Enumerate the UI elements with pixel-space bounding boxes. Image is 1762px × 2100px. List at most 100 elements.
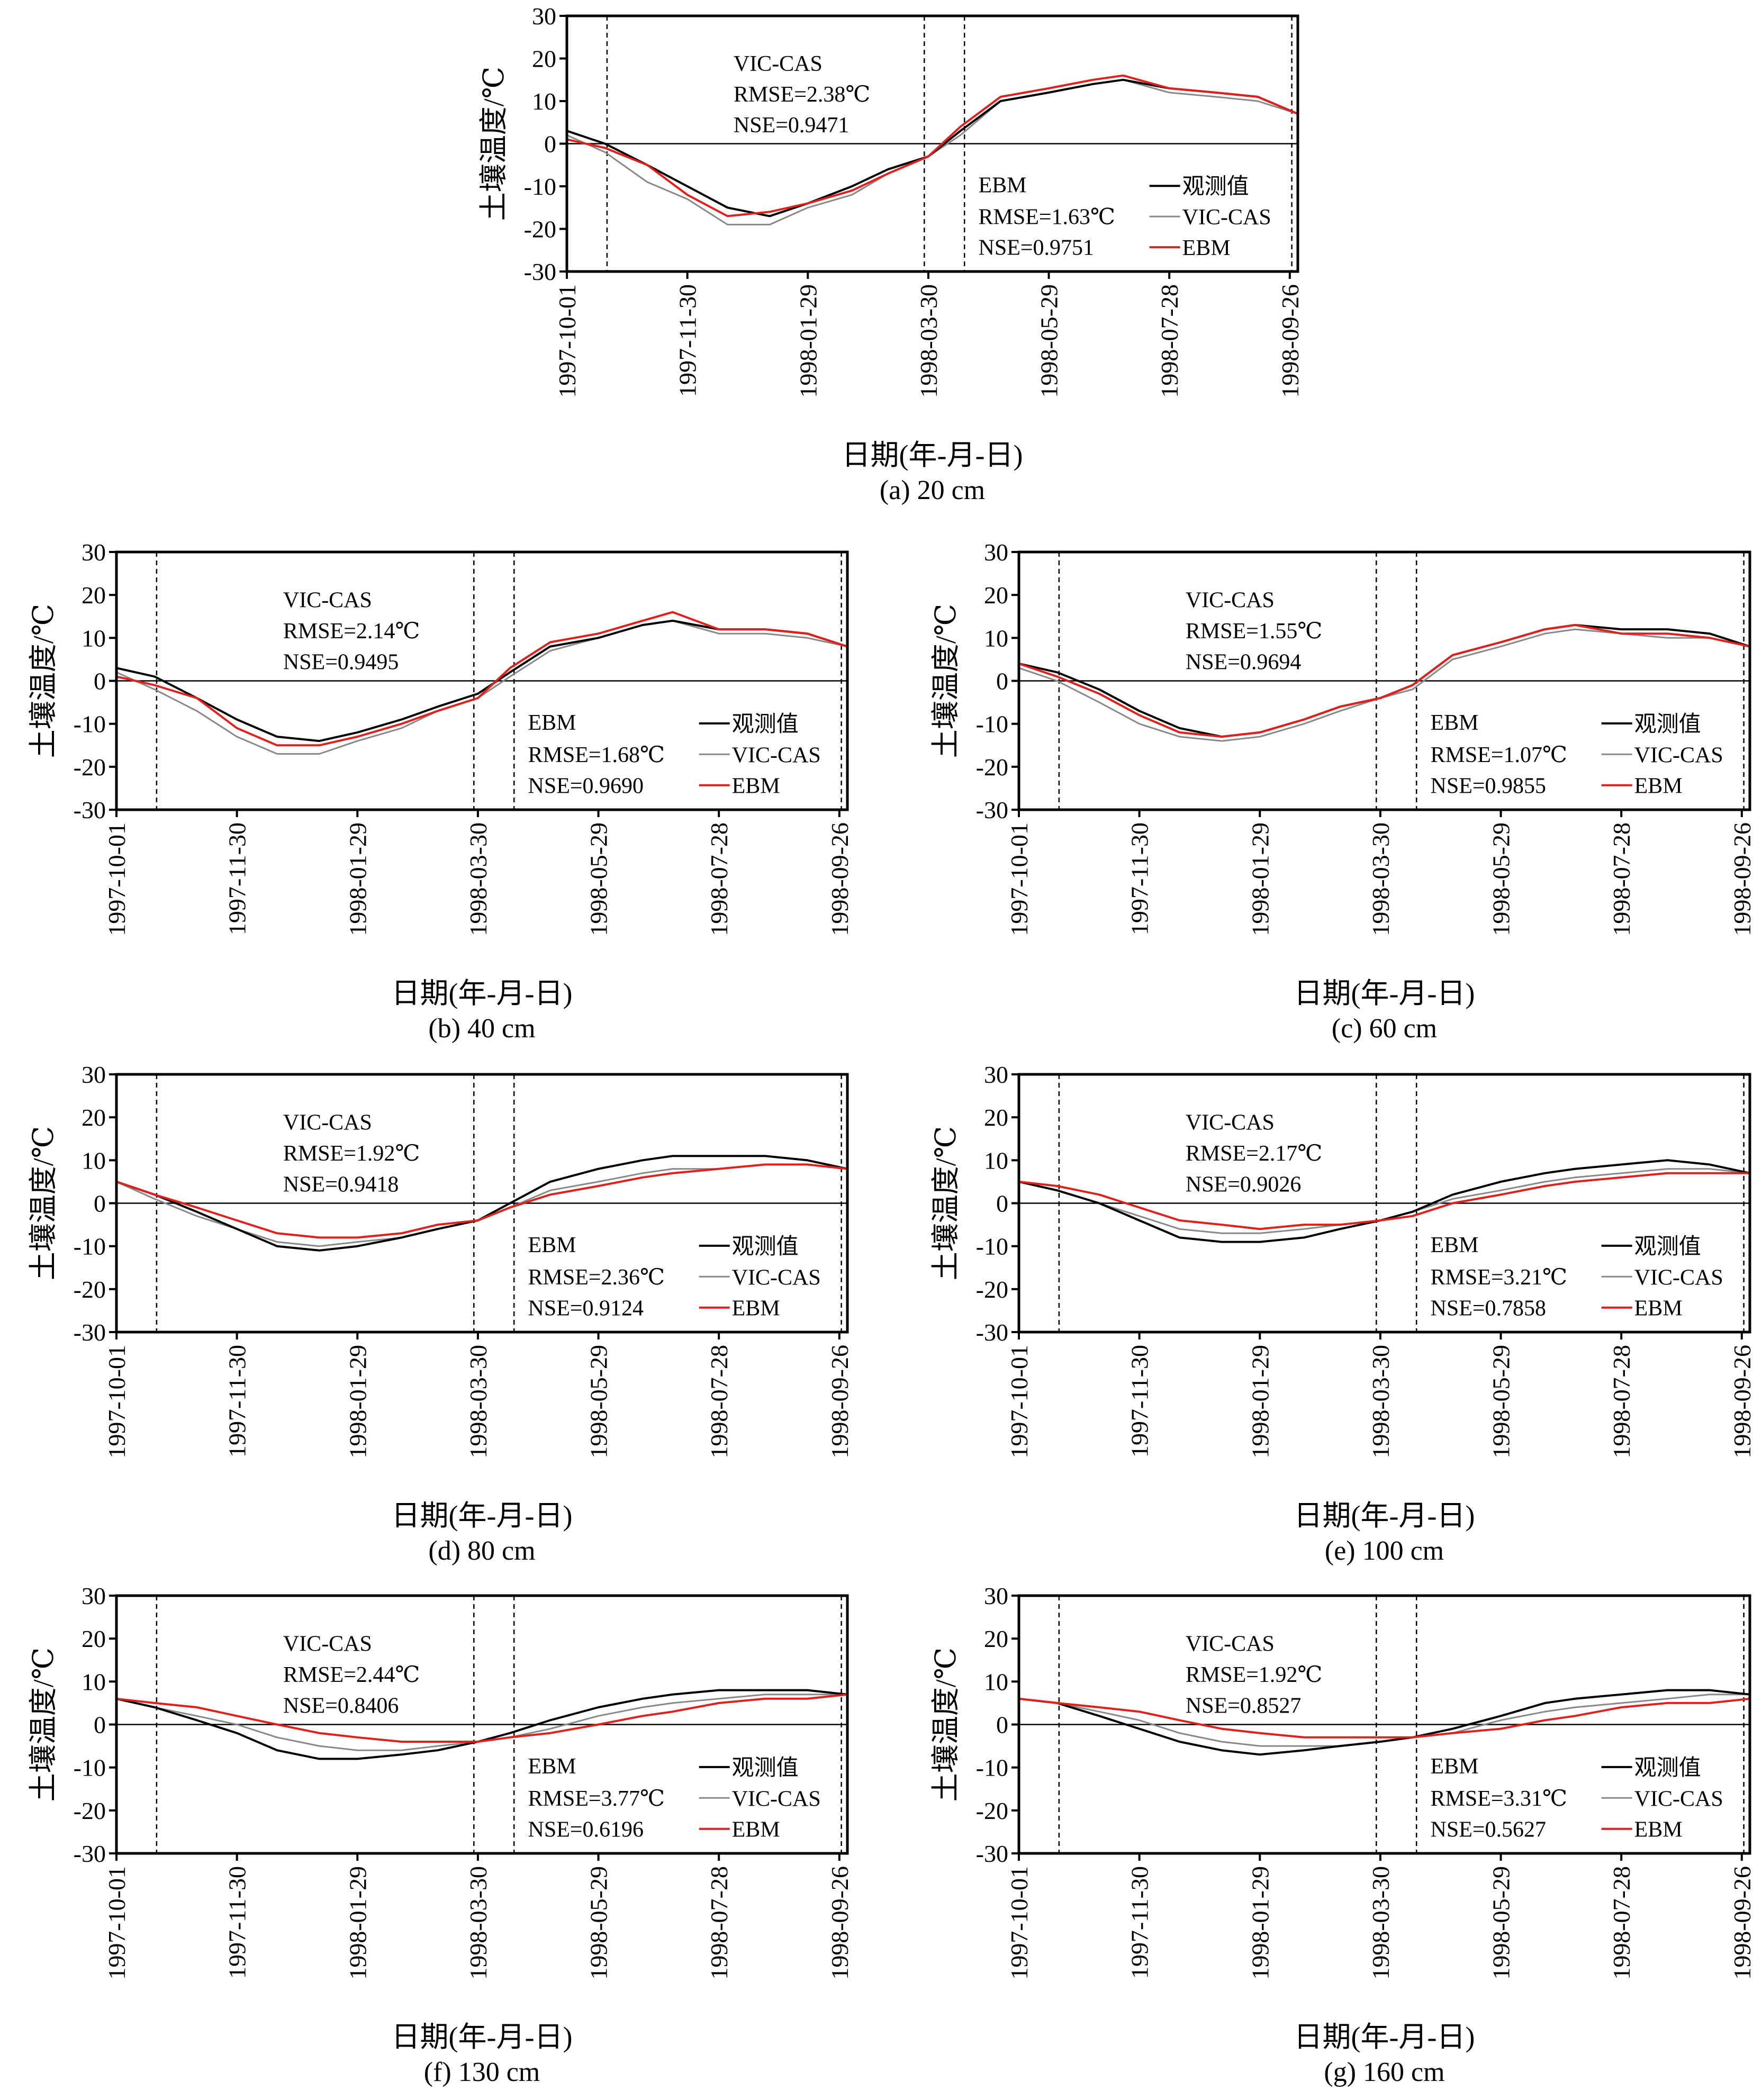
y-axis-title: 土壤温度/℃: [28, 1648, 59, 1802]
y-tick-label: -20: [74, 1276, 106, 1303]
y-tick-label: 0: [94, 1190, 106, 1217]
y-tick-label: -30: [976, 1840, 1008, 1867]
legend-label-ebm: EBM: [732, 1297, 780, 1321]
x-axis-title: 日期(年-月-日): [392, 1500, 573, 1532]
legend-label-ebm: EBM: [1182, 236, 1231, 260]
x-tick-label: 1998-01-29: [344, 822, 371, 936]
series-line-obs: [1018, 1159, 1750, 1243]
legend-label-vic: VIC-CAS: [732, 1265, 821, 1290]
legend-label-ebm: EBM: [732, 1818, 780, 1842]
x-tick-label: 1997-11-30: [224, 1866, 251, 1979]
x-tick-label: 1998-09-26: [826, 822, 853, 936]
y-tick-label: 30: [82, 539, 106, 566]
y-tick-label: 30: [532, 3, 556, 30]
x-axis-title: 日期(年-月-日): [842, 439, 1023, 471]
y-tick-label: 20: [82, 1104, 106, 1131]
y-tick-label: -10: [74, 1233, 106, 1260]
x-tick-label: 1998-05-29: [1488, 822, 1515, 936]
ebm-stats-nse: NSE=0.9690: [528, 774, 644, 798]
y-tick-label: -30: [976, 1319, 1008, 1346]
y-tick-label: -20: [74, 1797, 106, 1824]
series-line-ebm: [566, 74, 1298, 218]
legend-label-vic: VIC-CAS: [1634, 1265, 1723, 1290]
x-tick-label: 1998-07-28: [706, 1866, 733, 1980]
y-tick-label: 20: [82, 582, 106, 609]
vic-stats-nse: NSE=0.8406: [283, 1694, 399, 1718]
y-tick-label: -20: [524, 216, 556, 243]
x-tick-label: 1998-09-26: [826, 1345, 853, 1459]
panel-caption: (g) 160 cm: [1324, 2057, 1444, 2087]
y-tick-label: 0: [996, 668, 1008, 695]
panel-caption: (a) 20 cm: [880, 475, 985, 505]
x-axis-title: 日期(年-月-日): [1294, 1500, 1475, 1532]
ebm-stats-nse: NSE=0.9855: [1431, 774, 1547, 798]
vic-stats-rmse: RMSE=2.44℃: [283, 1663, 420, 1687]
ebm-stats-rmse: RMSE=3.31℃: [1431, 1787, 1568, 1811]
vic-stats-label: VIC-CAS: [1186, 1632, 1275, 1657]
y-tick-label: 0: [996, 1712, 1008, 1739]
x-tick-label: 1998-01-29: [1246, 822, 1273, 936]
y-tick-label: -10: [74, 711, 106, 738]
y-tick-label: -10: [74, 1754, 106, 1781]
y-tick-label: -20: [74, 754, 106, 781]
y-tick-label: -10: [976, 1754, 1008, 1781]
legend-label-ebm: EBM: [732, 774, 780, 799]
ebm-stats-rmse: RMSE=3.77℃: [528, 1787, 665, 1811]
y-tick-label: 30: [984, 1061, 1008, 1088]
legend-label-obs: 观测值: [732, 1756, 799, 1780]
y-axis-title: 土壤温度/℃: [28, 1126, 59, 1280]
series-line-ebm: [116, 1693, 848, 1743]
ebm-stats-rmse: RMSE=2.36℃: [528, 1265, 665, 1290]
x-tick-label: 1997-10-01: [103, 1866, 130, 1980]
series-line-ebm: [1018, 1172, 1750, 1230]
x-axis-title: 日期(年-月-日): [1294, 2021, 1475, 2053]
y-tick-label: 10: [82, 1147, 106, 1174]
x-tick-label: 1998-05-29: [585, 822, 612, 936]
y-tick-label: -30: [74, 1319, 106, 1346]
ebm-stats-rmse: RMSE=1.07℃: [1431, 743, 1568, 767]
y-tick-label: -10: [524, 173, 556, 200]
vic-stats-nse: NSE=0.9694: [1186, 650, 1302, 675]
legend-label-ebm: EBM: [1634, 1818, 1683, 1842]
legend-label-obs: 观测值: [1634, 1756, 1701, 1780]
y-tick-label: 30: [984, 539, 1008, 566]
x-tick-label: 1998-07-28: [1608, 1345, 1635, 1459]
x-tick-label: 1998-05-29: [1036, 284, 1063, 398]
y-axis-title: 土壤温度/℃: [28, 604, 59, 758]
x-tick-label: 1998-03-30: [465, 1345, 492, 1459]
panel-caption: (e) 100 cm: [1325, 1536, 1444, 1566]
y-tick-label: -10: [976, 711, 1008, 738]
x-tick-label: 1998-01-29: [1246, 1345, 1273, 1459]
y-tick-label: -20: [976, 1797, 1008, 1824]
x-tick-label: 1998-07-28: [1156, 284, 1183, 398]
series-line-vic: [116, 1163, 848, 1247]
x-tick-label: 1998-09-26: [826, 1866, 853, 1980]
y-tick-label: -20: [976, 754, 1008, 781]
legend-label-ebm: EBM: [1634, 774, 1683, 799]
ebm-stats-nse: NSE=0.6196: [528, 1817, 644, 1842]
x-tick-label: 1998-05-29: [585, 1866, 612, 1980]
series-line-obs: [1018, 1689, 1750, 1756]
y-axis-title: 土壤温度/℃: [930, 1648, 962, 1802]
legend-label-obs: 观测值: [732, 1235, 799, 1259]
x-tick-label: 1997-11-30: [1126, 1866, 1153, 1979]
vic-stats-nse: NSE=0.8527: [1186, 1694, 1302, 1718]
ebm-stats-label: EBM: [1431, 1233, 1479, 1257]
x-tick-label: 1998-03-30: [465, 822, 492, 936]
x-tick-label: 1997-11-30: [674, 284, 701, 397]
series-line-ebm: [1018, 1697, 1750, 1739]
x-tick-label: 1998-09-26: [1277, 284, 1304, 398]
series-line-ebm: [116, 611, 848, 747]
x-tick-label: 1998-07-28: [706, 822, 733, 936]
legend-label-vic: VIC-CAS: [1634, 743, 1723, 767]
x-tick-label: 1998-01-29: [1246, 1866, 1273, 1980]
y-tick-label: -30: [524, 258, 556, 285]
vic-stats-label: VIC-CAS: [283, 1111, 372, 1135]
